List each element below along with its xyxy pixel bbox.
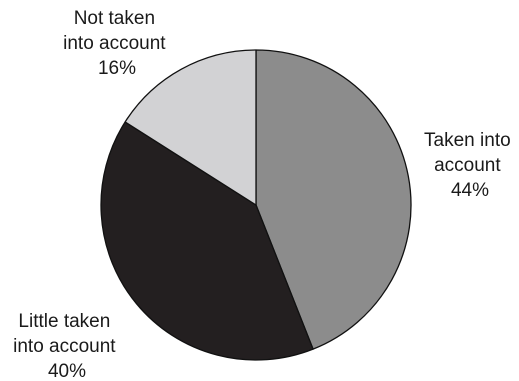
label-not-taken-into-account: Not taken into account 16% — [63, 8, 171, 79]
label-taken-line-2: account — [434, 155, 501, 176]
label-little-taken-into-account: Little taken into account 40% — [13, 311, 121, 381]
label-little-value: 40% — [48, 361, 86, 381]
pie-slices — [100, 49, 412, 361]
label-little-line-1: Little taken — [18, 311, 110, 332]
label-taken-line-1: Taken into — [424, 130, 511, 151]
label-not-line-2: into account — [63, 33, 166, 54]
label-taken-into-account: Taken into account 44% — [424, 130, 516, 201]
slice-not-taken-into-account — [124, 49, 257, 206]
label-little-line-2: into account — [13, 336, 116, 357]
label-taken-value: 44% — [451, 180, 489, 201]
slice-little-taken-into-account — [100, 121, 314, 361]
slice-taken-into-account — [255, 49, 412, 350]
label-not-line-1: Not taken — [74, 8, 155, 29]
label-not-value: 16% — [98, 58, 136, 79]
